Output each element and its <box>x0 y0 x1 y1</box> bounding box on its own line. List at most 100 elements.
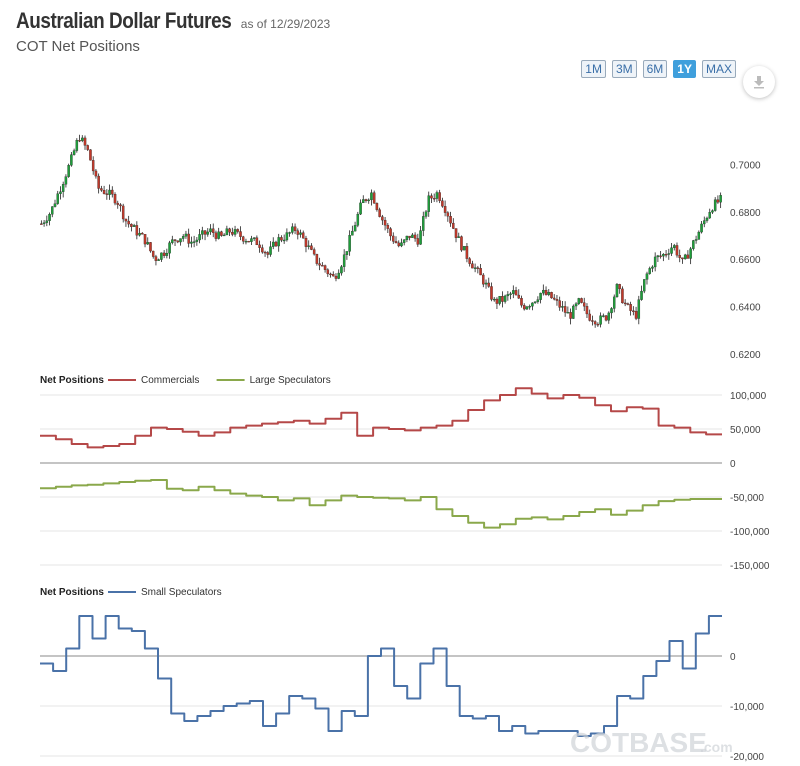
candle-body <box>233 229 237 235</box>
candle-body <box>132 225 136 227</box>
candle-body <box>75 140 79 151</box>
candle-body <box>602 315 605 317</box>
candle-body <box>138 232 141 236</box>
range-button-3m[interactable]: 3M <box>611 60 637 78</box>
candle-body <box>258 244 261 248</box>
candle-body <box>277 237 280 247</box>
candle-body <box>78 140 81 142</box>
candle-body <box>168 242 171 254</box>
candle-body <box>411 234 414 238</box>
candle-body <box>375 203 379 210</box>
candle-body <box>615 284 619 298</box>
candle-body <box>351 230 354 236</box>
candle-body <box>402 239 406 243</box>
candle-body <box>705 217 709 221</box>
candle-body <box>419 230 422 245</box>
candle-body <box>512 290 515 294</box>
page-title: Australian Dollar Futures <box>16 8 232 33</box>
candle-body <box>100 188 103 191</box>
axis-tick-label: -20,000 <box>730 752 764 763</box>
candle-body <box>686 254 690 259</box>
candle-body <box>299 232 302 235</box>
candle-body <box>443 206 447 213</box>
candle-body <box>353 225 357 232</box>
candle-body <box>356 213 360 226</box>
candle-body <box>171 239 174 243</box>
candle-body <box>648 268 651 274</box>
candle-body <box>383 219 387 226</box>
candle-body <box>558 300 561 308</box>
candle-body <box>522 305 526 310</box>
download-button[interactable] <box>743 66 775 98</box>
candle-body <box>405 235 409 240</box>
candle-body <box>452 222 455 229</box>
candle-body <box>651 266 654 269</box>
candle-body <box>304 237 308 247</box>
candle-body <box>108 189 111 195</box>
candle-body <box>198 234 201 241</box>
candle-body <box>462 246 466 251</box>
candle-body <box>610 308 613 314</box>
candle-body <box>703 220 706 225</box>
watermark-logo: COTBASE <box>570 727 707 758</box>
candle-body <box>713 199 717 211</box>
candle-body <box>293 226 297 231</box>
range-button-6m[interactable]: 6M <box>642 60 668 78</box>
candle-body <box>476 267 480 269</box>
candle-body <box>81 137 84 141</box>
candle-body <box>667 253 671 255</box>
candle-body <box>566 312 570 314</box>
candle-body <box>708 212 711 219</box>
candle-body <box>413 234 417 239</box>
candle-body <box>694 239 698 241</box>
candle-body <box>252 237 256 239</box>
candle-body <box>364 199 368 202</box>
candle-body <box>397 242 400 247</box>
candle-body <box>269 246 272 255</box>
candle-body <box>664 254 668 256</box>
candle-body <box>97 175 100 189</box>
candle-body <box>130 223 133 227</box>
candle-body <box>629 304 632 311</box>
candle-body <box>547 292 551 295</box>
candle-body <box>266 252 270 255</box>
candle-body <box>241 236 245 242</box>
range-button-1y[interactable]: 1Y <box>673 60 696 78</box>
candle-body <box>468 258 471 264</box>
candle-body <box>471 263 474 269</box>
candle-body <box>539 292 542 300</box>
candle-body <box>490 286 493 300</box>
range-button-1m[interactable]: 1M <box>581 60 606 78</box>
candle-body <box>149 242 152 252</box>
candle-body <box>457 236 460 238</box>
candle-body <box>42 222 46 224</box>
commercials-panel-legend-title: Net Positions <box>40 375 104 386</box>
candle-body <box>162 252 166 256</box>
small-spec-panel-legend-title: Net Positions <box>40 587 104 598</box>
candle-body <box>70 154 73 166</box>
candle-body <box>135 225 139 236</box>
candle-body <box>190 241 193 244</box>
candle-body <box>173 239 177 241</box>
candle-body <box>572 305 575 319</box>
candle-body <box>659 255 662 257</box>
candle-body <box>345 251 349 255</box>
candle-body <box>607 312 611 321</box>
candle-body <box>296 230 300 235</box>
as-of-date: as of 12/29/2023 <box>240 17 331 31</box>
candle-body <box>244 240 248 243</box>
candle-body <box>632 310 635 312</box>
candle-body <box>206 231 210 235</box>
range-button-max[interactable]: MAX <box>701 60 736 78</box>
candle-body <box>124 218 128 222</box>
candle-body <box>312 249 316 255</box>
candle-body <box>501 296 504 302</box>
candle-body <box>263 251 267 254</box>
candle-body <box>580 298 583 303</box>
candle-body <box>427 195 430 212</box>
candle-body <box>59 191 62 194</box>
candle-body <box>217 231 220 239</box>
candle-body <box>689 248 692 259</box>
candle-body <box>487 282 491 287</box>
